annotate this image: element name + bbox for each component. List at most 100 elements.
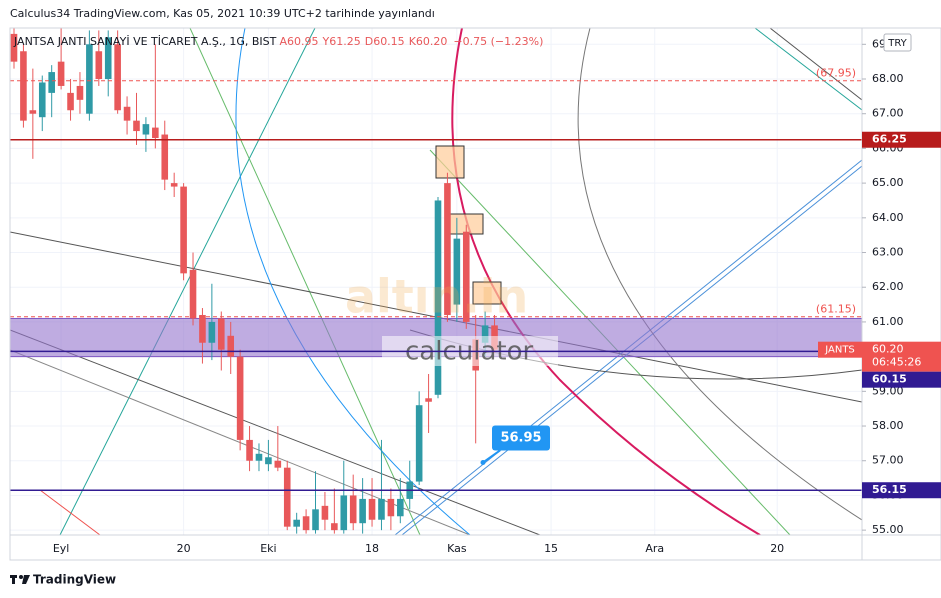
candle-body xyxy=(189,269,197,319)
candle-body xyxy=(10,33,18,62)
arc xyxy=(577,28,862,521)
price-line-box xyxy=(862,371,941,388)
x-tick-label: Eyl xyxy=(53,542,70,555)
price-lines: (67.95) (61.15) 56.95 xyxy=(10,67,862,491)
x-tick-label: 20 xyxy=(177,542,191,555)
y-tick-label: 68.00 xyxy=(872,72,904,85)
candle-body xyxy=(481,325,489,343)
y-tick-label: 65.00 xyxy=(872,176,904,189)
candle-body xyxy=(170,183,178,187)
candle-body xyxy=(76,85,84,100)
candle-body xyxy=(38,82,46,118)
callout-label: 56.95 xyxy=(500,430,541,445)
x-tick-label: Kas xyxy=(447,542,467,555)
price-line-label: (61.15) xyxy=(816,303,856,316)
x-tick-label: 18 xyxy=(365,542,379,555)
countdown: 06:45:26 xyxy=(872,356,921,369)
callout-point xyxy=(480,459,486,465)
candle-body xyxy=(67,92,74,111)
y-tick-label: 67.00 xyxy=(872,107,904,120)
y-tick-label: 58.00 xyxy=(872,419,904,432)
symbol: JANTSA JANTI SANAYİ VE TİCARET A.Ş., 1G,… xyxy=(13,35,277,48)
currency[interactable]: TRY xyxy=(887,38,907,49)
callout-box xyxy=(492,425,550,451)
logo xyxy=(10,575,30,584)
candle-body xyxy=(274,460,282,468)
trend-line xyxy=(39,489,101,535)
candle-body xyxy=(444,183,451,315)
candle-body xyxy=(246,439,253,461)
candle-body xyxy=(142,124,150,135)
open: A60.95 xyxy=(279,35,318,48)
candle-body xyxy=(255,453,263,461)
legend: JANTSA JANTI SANAYİ VE TİCARET A.Ş., 1G,… xyxy=(13,35,543,48)
candle-body xyxy=(104,37,112,80)
arc xyxy=(235,28,471,535)
candle-body xyxy=(20,51,27,121)
candle-body xyxy=(349,495,357,524)
candle-body xyxy=(293,519,300,527)
price-line-label: 66.25 xyxy=(872,133,907,146)
candle-body xyxy=(152,127,159,139)
candle-body xyxy=(283,467,291,527)
change: −0.75 (−1.23%) xyxy=(453,35,543,48)
candle-body xyxy=(415,405,423,482)
x-tick-label: Eki xyxy=(260,542,276,555)
candle-body xyxy=(312,509,319,531)
candle-body xyxy=(236,356,244,440)
candle-body xyxy=(453,238,461,305)
candle-body xyxy=(208,321,216,343)
candle-body xyxy=(86,44,93,114)
y-tick-label: 64.00 xyxy=(872,211,904,224)
candle-body xyxy=(321,505,329,520)
candle-body xyxy=(368,498,376,520)
x-tick-label: Ara xyxy=(645,542,664,555)
watermark-brand: altın.in xyxy=(345,270,528,324)
callout-pointer xyxy=(482,449,501,464)
high: Y61.25 xyxy=(322,35,361,48)
y-tick-label: 63.00 xyxy=(872,246,904,259)
last-price-symbol: JANTS xyxy=(824,345,855,356)
trend-line xyxy=(59,28,316,535)
header: Calculus34 TradingView.com, Kas 05, 2021… xyxy=(10,7,435,20)
footer: TradingView xyxy=(33,573,116,587)
currency-box[interactable] xyxy=(883,33,912,52)
close: K60.20 xyxy=(409,35,448,48)
candle-body xyxy=(161,134,169,180)
logo-part xyxy=(19,575,23,579)
candle-body xyxy=(114,44,121,111)
price-line-label: 60.15 xyxy=(872,373,907,386)
marker-box xyxy=(472,281,502,305)
last-price-box xyxy=(862,341,941,372)
candle-body xyxy=(302,516,310,531)
frame xyxy=(9,27,941,561)
candle-body xyxy=(29,110,37,114)
candle-body xyxy=(265,457,272,465)
candle-body xyxy=(123,106,131,121)
price-line-label: (67.95) xyxy=(816,67,856,80)
candle-body xyxy=(217,318,225,350)
candle-body xyxy=(378,498,385,520)
candle-body xyxy=(95,51,103,80)
y-tick-label: 61.00 xyxy=(872,315,904,328)
trend-line xyxy=(10,329,541,535)
price-line-box xyxy=(862,482,941,499)
candle-body xyxy=(199,314,206,343)
candle-body xyxy=(340,495,348,531)
candle-body xyxy=(434,200,442,395)
x-tick-label: 20 xyxy=(770,542,784,555)
candle-body xyxy=(397,498,404,517)
low: D60.15 xyxy=(365,35,405,48)
candle-body xyxy=(387,498,395,517)
axes: 55.0056.0057.0058.0059.0060.0061.0062.00… xyxy=(53,37,941,555)
trend-line xyxy=(754,28,862,111)
last-price-symbol-box xyxy=(818,341,862,358)
x-tick-label: 15 xyxy=(544,542,558,555)
y-tick-label: 62.00 xyxy=(872,280,904,293)
candle-body xyxy=(180,186,187,274)
candle-body xyxy=(425,398,432,402)
candle-body xyxy=(57,61,65,86)
candle-body xyxy=(227,335,235,357)
